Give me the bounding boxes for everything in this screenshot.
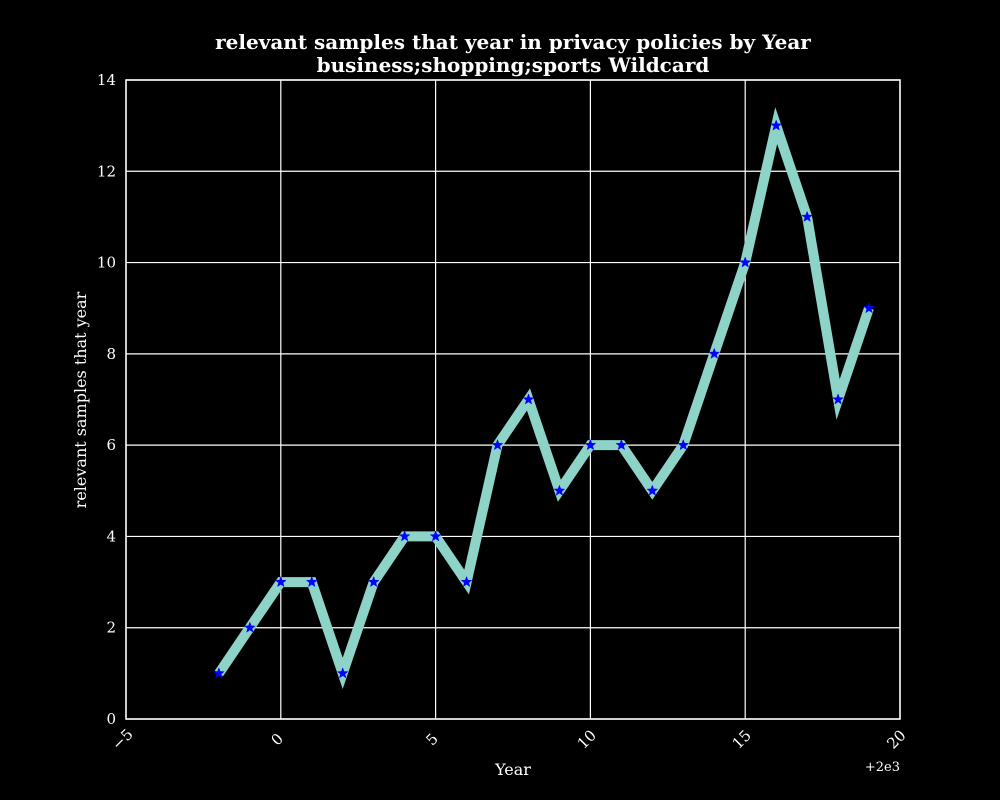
data-point-marker: [708, 347, 721, 359]
y-tick-label: 2: [106, 619, 116, 637]
y-tick-labels: 0 2 4 6 8 10 12 14: [97, 71, 116, 728]
data-point-marker: [770, 119, 783, 131]
data-point-marker: [336, 667, 349, 679]
data-point-marker: [739, 256, 752, 268]
y-tick-label: 10: [97, 254, 116, 272]
y-tick-label: 6: [106, 436, 116, 454]
data-point-marker: [367, 575, 380, 588]
y-tick-label: 4: [106, 527, 116, 545]
data-point-marker: [398, 530, 411, 542]
y-tick-label: 8: [106, 345, 116, 363]
data-point-marker: [460, 575, 473, 588]
series-line: [214, 107, 874, 689]
axes-frame: [125, 79, 901, 720]
data-point-marker: [305, 575, 318, 588]
y-tick-label: 14: [97, 71, 116, 89]
data-point-marker: [553, 484, 566, 496]
marker-layer: [212, 119, 875, 679]
data-point-marker: [615, 438, 628, 451]
y-tick-label: 0: [106, 710, 116, 728]
data-point-marker: [274, 575, 287, 588]
data-point-marker: [801, 210, 814, 222]
data-point-marker: [677, 438, 690, 451]
data-point-marker: [863, 301, 875, 314]
y-axis-label: relevant samples that year: [71, 291, 90, 508]
data-point-marker: [491, 438, 504, 451]
data-point-marker: [584, 438, 597, 451]
y-tick-label: 12: [97, 162, 116, 180]
data-point-marker: [243, 621, 256, 633]
data-point-marker: [429, 530, 442, 542]
plot-frame: [125, 79, 901, 720]
chart-title-line-1: relevant samples that year in privacy po…: [215, 30, 811, 54]
chart-title-line-2: business;shopping;sports Wildcard: [317, 53, 710, 77]
data-point-marker: [646, 484, 659, 496]
data-point-marker: [522, 393, 535, 405]
x-axis-label: Year: [494, 760, 531, 779]
series-layer: [214, 107, 874, 689]
data-point-marker: [212, 667, 225, 679]
data-point-marker: [832, 393, 844, 405]
x-axis-offset-label: +2e3: [865, 760, 900, 775]
